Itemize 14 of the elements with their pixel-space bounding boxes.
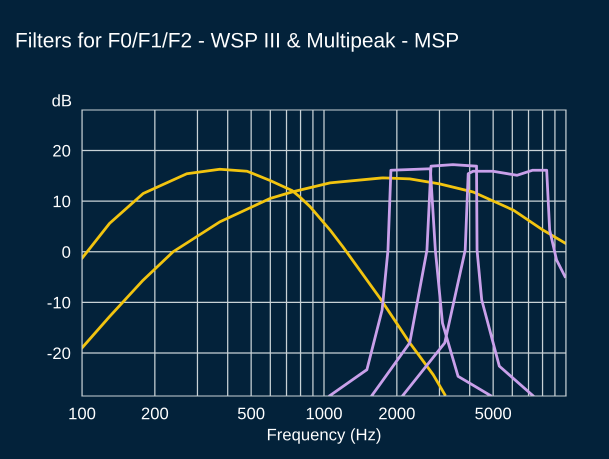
y-tick-label: 10 [54, 196, 70, 208]
x-tick-label: 200 [142, 408, 168, 420]
x-tick-label: 1000 [306, 408, 342, 420]
x-tick-label: 500 [238, 408, 264, 420]
x-tick-label: 100 [69, 408, 96, 420]
y-tick-label: 20 [53, 144, 70, 157]
y-tick-label: 0 [62, 246, 70, 258]
chart-title: Filters for F0/F1/F2 - WSP III & Multipeak - MSP [16, 32, 458, 52]
x-tick-label: 2000 [379, 408, 415, 420]
x-axis-title: Frequency (Hz) [268, 428, 380, 444]
y-axis-title: dB [52, 94, 72, 106]
y-tick-label: -20 [48, 347, 70, 360]
x-tick-label: 5000 [475, 408, 512, 420]
y-tick-label: -10 [48, 296, 70, 309]
